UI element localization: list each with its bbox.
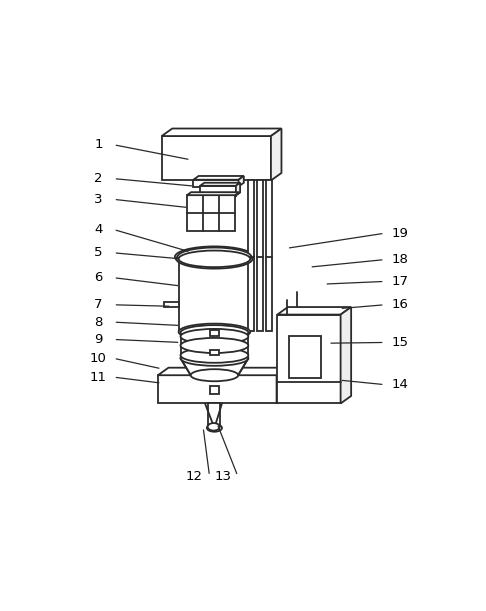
Ellipse shape	[175, 246, 254, 268]
Polygon shape	[341, 307, 351, 403]
Bar	[258, 180, 262, 331]
Ellipse shape	[176, 249, 252, 269]
Bar	[200, 186, 236, 196]
Ellipse shape	[191, 369, 238, 381]
Polygon shape	[200, 183, 240, 186]
Polygon shape	[180, 358, 248, 375]
Text: 17: 17	[391, 275, 408, 288]
Text: 15: 15	[391, 336, 408, 349]
Bar	[158, 375, 277, 403]
Ellipse shape	[180, 329, 248, 344]
Ellipse shape	[208, 423, 220, 431]
Bar	[164, 302, 179, 307]
Text: 5: 5	[94, 246, 103, 259]
Text: 12: 12	[186, 470, 203, 483]
Text: 2: 2	[94, 172, 103, 185]
Bar	[193, 180, 239, 186]
Text: 8: 8	[94, 316, 103, 329]
Text: 10: 10	[90, 352, 107, 365]
Polygon shape	[271, 128, 281, 180]
Polygon shape	[236, 183, 240, 196]
Text: 11: 11	[90, 371, 107, 384]
Bar	[278, 315, 341, 403]
Bar	[266, 180, 272, 331]
Bar	[210, 350, 219, 355]
Text: 18: 18	[391, 253, 408, 266]
Text: 1: 1	[94, 138, 103, 151]
Bar	[208, 403, 220, 427]
Polygon shape	[239, 176, 244, 186]
Text: 16: 16	[391, 298, 408, 311]
Polygon shape	[193, 176, 244, 180]
Ellipse shape	[179, 324, 250, 340]
Polygon shape	[158, 368, 287, 375]
Polygon shape	[278, 307, 351, 315]
Polygon shape	[277, 368, 287, 403]
Bar	[162, 136, 271, 180]
Ellipse shape	[180, 348, 248, 363]
Ellipse shape	[207, 424, 222, 432]
Ellipse shape	[180, 351, 248, 366]
Bar	[210, 386, 219, 393]
Ellipse shape	[179, 251, 250, 267]
Text: 9: 9	[94, 333, 103, 346]
Bar	[248, 180, 254, 331]
Bar	[289, 337, 321, 378]
Ellipse shape	[180, 338, 248, 353]
Text: 19: 19	[391, 227, 408, 240]
Text: 13: 13	[214, 470, 231, 483]
Text: 6: 6	[94, 271, 103, 284]
Text: 14: 14	[391, 378, 408, 391]
Bar	[180, 332, 248, 358]
Text: 7: 7	[94, 298, 103, 311]
Ellipse shape	[177, 247, 251, 266]
Ellipse shape	[180, 325, 248, 340]
Bar	[187, 195, 235, 231]
Polygon shape	[162, 128, 281, 136]
Text: 3: 3	[94, 193, 103, 206]
Text: 4: 4	[94, 223, 103, 236]
Bar	[179, 259, 250, 332]
Bar	[210, 330, 219, 335]
Polygon shape	[187, 192, 240, 195]
